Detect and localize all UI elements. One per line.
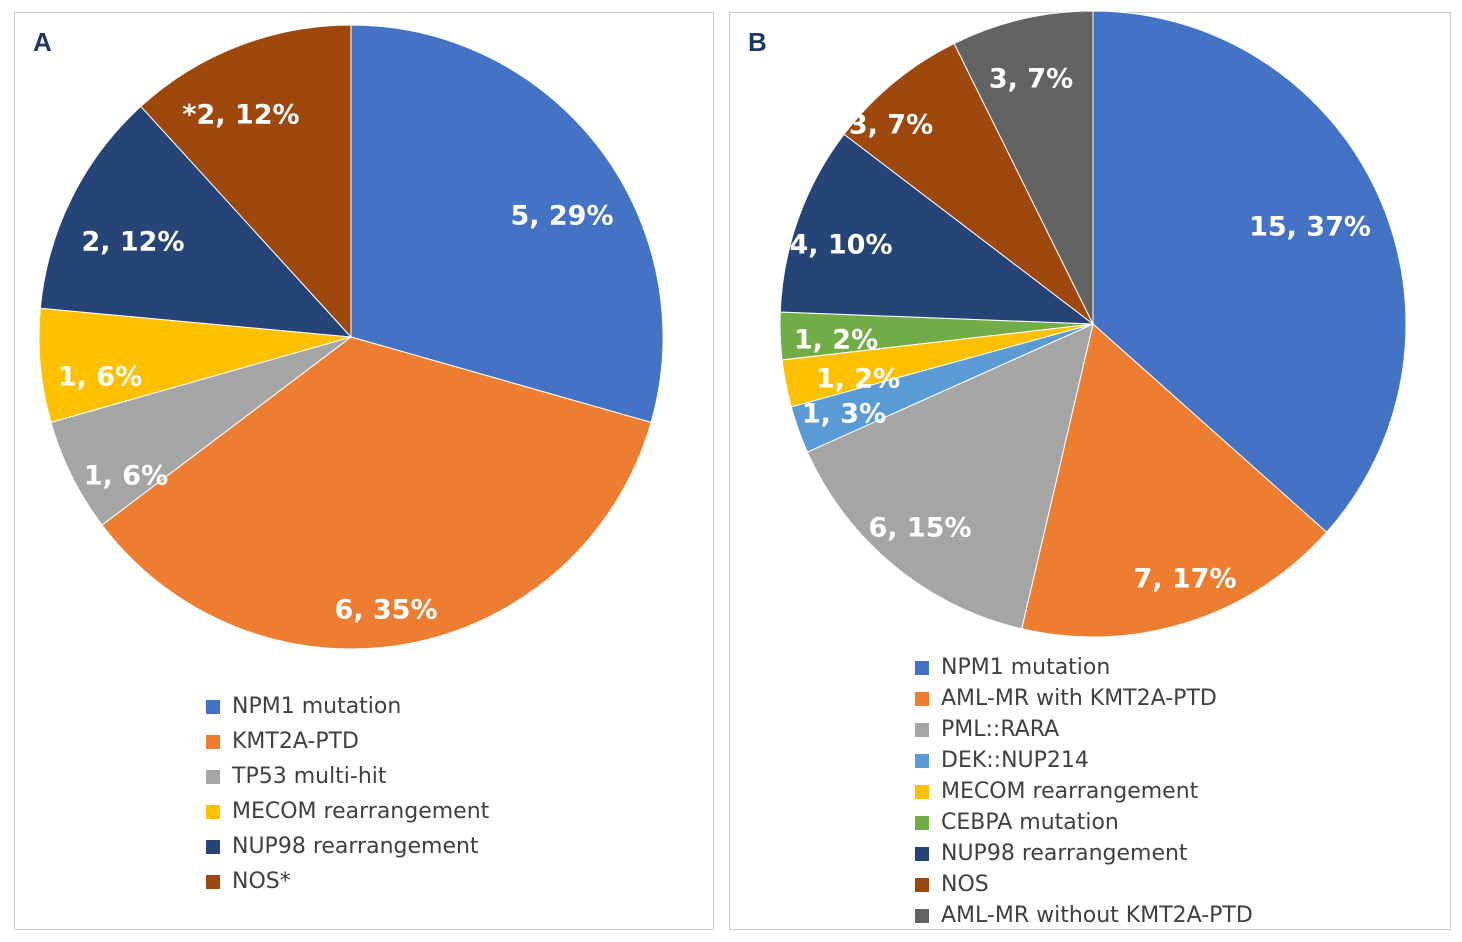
legend-swatch <box>915 878 929 892</box>
data-label: 1, 3% <box>802 399 886 430</box>
data-label: 1, 2% <box>794 325 878 356</box>
legend-label: DEK::NUP214 <box>941 748 1089 773</box>
panel-a-label: A <box>33 27 52 57</box>
legend-label: NOS <box>941 872 989 897</box>
data-label: 2, 12% <box>81 227 184 258</box>
data-label: 4, 10% <box>789 230 892 261</box>
pie-slice <box>101 336 652 650</box>
data-label: 15, 37% <box>1249 212 1371 243</box>
pie-slice <box>843 42 1094 325</box>
legend-label: PML::RARA <box>941 717 1060 742</box>
legend-label: AML-MR with KMT2A-PTD <box>941 686 1217 711</box>
pie-chart-b: 15, 37% 7, 17% 6, 15% 1, 3% 1, 2% 1, 2% 4, 10%… <box>779 10 1407 638</box>
pie-slice <box>953 10 1094 325</box>
legend-label: CEBPA mutation <box>941 810 1119 835</box>
data-label: 6, 35% <box>334 595 437 626</box>
legend-swatch <box>915 909 929 923</box>
legend-swatch <box>206 875 220 889</box>
data-label: 6, 15% <box>868 513 971 544</box>
data-label: *2, 12% <box>182 100 299 131</box>
legend-label: NPM1 mutation <box>232 694 402 719</box>
pie-slice <box>1092 10 1407 533</box>
pie-slice <box>140 24 352 339</box>
data-label: 7, 17% <box>1133 564 1236 595</box>
panel-b: B 15, 37% 7, 17% 6, 15% 1, 3% 1, 2% 1, 2% 4, 1… <box>729 10 1451 930</box>
panel-a: A 5, 29% 6, 35% 1, 6% 1, 6% 2, 12% *2, 12% NP… <box>14 12 714 930</box>
data-label: 1, 6% <box>84 461 168 492</box>
data-label: 3, 7% <box>989 64 1073 95</box>
legend-swatch <box>206 770 220 784</box>
pie-slice <box>779 133 1095 325</box>
data-label: 1, 2% <box>816 364 900 395</box>
data-label: 3, 7% <box>849 110 933 141</box>
legend-label: MECOM rearrangement <box>941 779 1199 804</box>
legend-label: NUP98 rearrangement <box>941 841 1188 866</box>
legend-label: NUP98 rearrangement <box>232 834 479 859</box>
data-label: 5, 29% <box>510 201 613 232</box>
legend-swatch <box>915 785 929 799</box>
pie-slice <box>1021 323 1328 638</box>
panel-b-label: B <box>748 27 767 57</box>
legend-swatch <box>206 700 220 714</box>
data-label: 1, 6% <box>58 362 142 393</box>
legend-swatch <box>915 692 929 706</box>
legend-label: TP53 multi-hit <box>232 764 387 789</box>
legend-a: NPM1 mutation KMT2A-PTD TP53 multi-hit M… <box>206 693 626 894</box>
legend-b: NPM1 mutation AML-MR with KMT2A-PTD PML:… <box>915 654 1415 929</box>
legend-label: AML-MR without KMT2A-PTD <box>941 903 1253 928</box>
pie-slice <box>806 323 1094 630</box>
legend-label: NPM1 mutation <box>941 655 1111 680</box>
legend-swatch <box>915 661 929 675</box>
legend-label: NOS* <box>232 869 291 894</box>
legend-swatch <box>915 723 929 737</box>
legend-swatch <box>206 805 220 819</box>
pie-chart-a: 5, 29% 6, 35% 1, 6% 1, 6% 2, 12% *2, 12% <box>38 24 664 650</box>
legend-swatch <box>915 754 929 768</box>
legend-swatch <box>206 735 220 749</box>
pie-slice <box>350 24 664 424</box>
legend-swatch <box>915 847 929 861</box>
legend-label: MECOM rearrangement <box>232 799 490 824</box>
pie-slice <box>39 105 353 338</box>
legend-swatch <box>206 840 220 854</box>
legend-swatch <box>915 816 929 830</box>
legend-label: KMT2A-PTD <box>232 729 359 754</box>
